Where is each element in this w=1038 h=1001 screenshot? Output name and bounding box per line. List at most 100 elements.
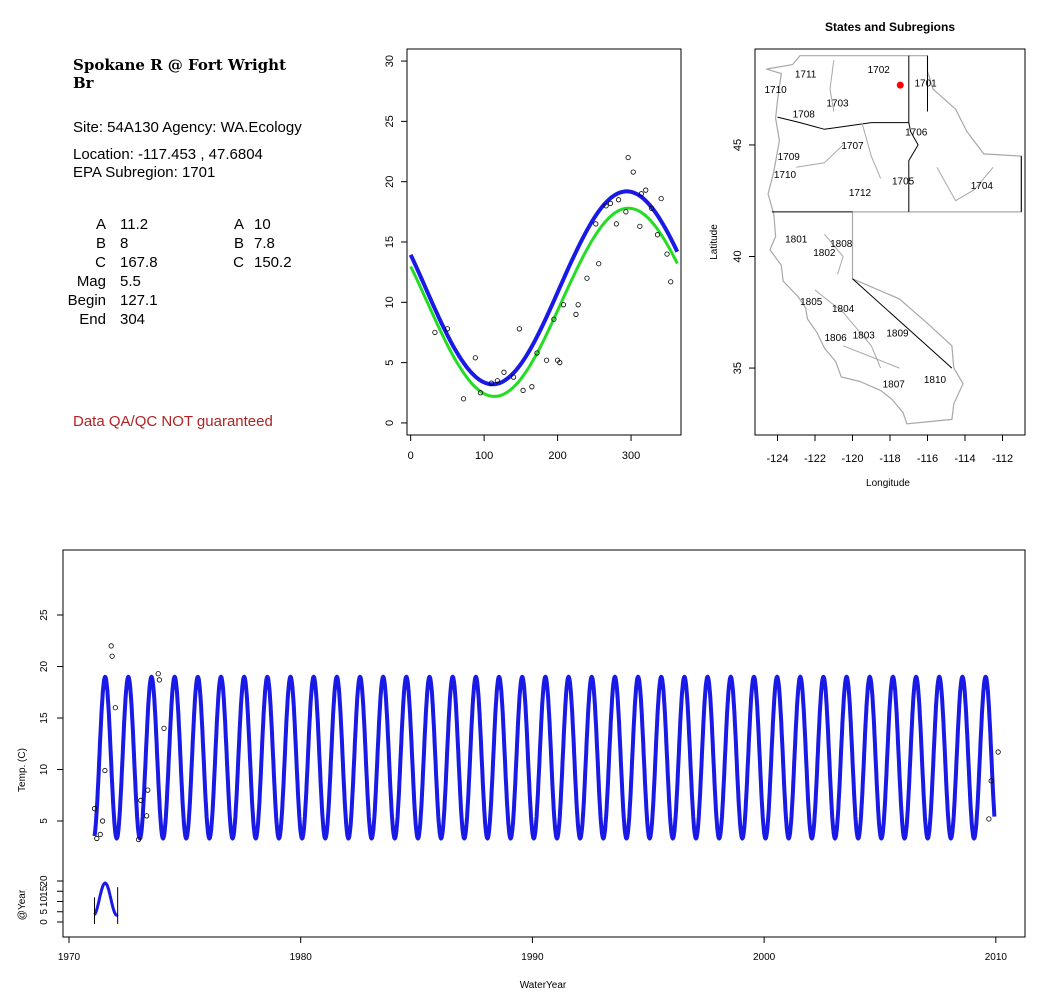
- ts-data-point: [161, 725, 167, 731]
- region-label: 1704: [971, 181, 994, 192]
- data-point: [603, 203, 609, 209]
- data-point: [501, 369, 507, 375]
- inset-y-tick-label: 15: [39, 885, 50, 897]
- inset-y-tick-label: 20: [39, 875, 50, 887]
- x-tick-label: 200: [548, 450, 566, 462]
- region-label: 1801: [785, 235, 808, 246]
- map-x-tick-label: -124: [766, 453, 788, 465]
- param-label: End: [79, 311, 106, 328]
- data-point: [557, 360, 563, 366]
- param-value: 8: [120, 235, 129, 252]
- data-point: [637, 223, 643, 229]
- subregion-border: [829, 60, 835, 112]
- ts-data-point: [135, 836, 142, 843]
- ts-x-tick-label: 1990: [521, 952, 544, 963]
- param-label: B: [95, 235, 106, 252]
- region-label: 1711: [795, 70, 817, 81]
- data-point: [560, 302, 567, 308]
- map-x-tick-label: -122: [804, 453, 826, 465]
- param-label-2: B: [233, 235, 244, 252]
- region-label: 1808: [830, 239, 853, 250]
- ts-data-point: [144, 813, 150, 819]
- state-border: [852, 278, 953, 369]
- ts-data-point: [112, 705, 118, 711]
- map-y-tick-label: 35: [732, 362, 744, 374]
- ts-x-tick-label: 2000: [753, 952, 776, 963]
- subregion-border: [936, 166, 994, 202]
- data-point: [658, 195, 664, 202]
- ts-y-label: Temp. (C): [17, 748, 28, 792]
- x-tick-label: 300: [622, 450, 640, 462]
- plot-frame: [406, 48, 682, 436]
- y-tick-label: 5: [384, 360, 396, 366]
- data-point: [573, 311, 579, 317]
- region-label: 1809: [886, 328, 909, 339]
- region-label: 1807: [883, 380, 906, 391]
- param-label-2: C: [233, 254, 244, 271]
- region-label: 1804: [832, 304, 855, 315]
- ts-data-point: [97, 831, 103, 837]
- param-label: Mag: [76, 273, 106, 290]
- data-point: [432, 329, 438, 336]
- region-outline: [766, 55, 1022, 425]
- map-x-tick-label: -114: [954, 453, 975, 465]
- param-value: 11.2: [120, 216, 149, 233]
- y-tick-label: 10: [384, 296, 396, 308]
- data-point: [494, 378, 500, 384]
- ts-x-tick-label: 1970: [58, 952, 81, 963]
- site-marker: [896, 81, 904, 89]
- param-label: Begin: [67, 292, 106, 309]
- map-x-label: Longitude: [866, 478, 910, 489]
- data-point: [596, 261, 602, 267]
- state-border: [908, 122, 919, 212]
- ts-data-point: [156, 677, 162, 683]
- qa-warning: Data QA/QC NOT guaranteed: [73, 413, 273, 430]
- data-point: [623, 209, 629, 215]
- map-title: States and Subregions: [825, 20, 955, 34]
- location-line: Location: -117.453 , 47.6804: [73, 146, 263, 163]
- param-value: 127.1: [120, 292, 158, 309]
- region-label: 1706: [905, 128, 928, 139]
- ts-data-point: [155, 671, 161, 677]
- region-label: 1805: [800, 297, 823, 308]
- region-label: 1806: [825, 333, 848, 344]
- ts-x-tick-label: 2010: [985, 952, 1008, 963]
- data-point: [488, 380, 495, 386]
- ts-x-label: WaterYear: [520, 980, 567, 991]
- inset-y-label: @Year: [17, 889, 28, 920]
- region-label: 1707: [841, 141, 864, 152]
- region-label: 1710: [765, 85, 788, 96]
- param-value-2: 10: [254, 216, 271, 233]
- ts-x-tick-label: 1980: [290, 952, 313, 963]
- y-tick-label: 0: [384, 420, 396, 426]
- data-point: [510, 374, 517, 380]
- data-point: [664, 251, 670, 257]
- region-label: 1803: [853, 331, 876, 342]
- fit-curve-green: [409, 206, 679, 398]
- ts-data-point: [99, 818, 106, 824]
- param-value-2: 150.2: [254, 254, 292, 271]
- data-point: [643, 187, 649, 193]
- region-label: 1802: [813, 248, 836, 259]
- y-tick-label: 30: [384, 55, 396, 67]
- data-point: [529, 384, 535, 390]
- subregion-border: [796, 144, 844, 168]
- map-x-tick-label: -116: [917, 453, 938, 465]
- data-point: [477, 390, 484, 396]
- map-y-label: Latitude: [709, 224, 720, 260]
- data-point: [472, 355, 478, 361]
- map-y-tick-label: 45: [732, 139, 744, 151]
- param-value: 5.5: [120, 273, 141, 290]
- x-tick-label: 100: [475, 450, 493, 462]
- ts-data-point: [91, 806, 98, 812]
- ts-data-point: [986, 816, 992, 822]
- map-x-tick-label: -118: [879, 453, 900, 465]
- y-tick-label: 25: [384, 115, 396, 127]
- data-point: [649, 205, 655, 211]
- region-label: 1712: [849, 188, 872, 199]
- data-point: [584, 275, 590, 281]
- ts-y-tick-label: 20: [39, 661, 50, 673]
- data-point: [551, 316, 557, 322]
- data-point: [668, 279, 674, 285]
